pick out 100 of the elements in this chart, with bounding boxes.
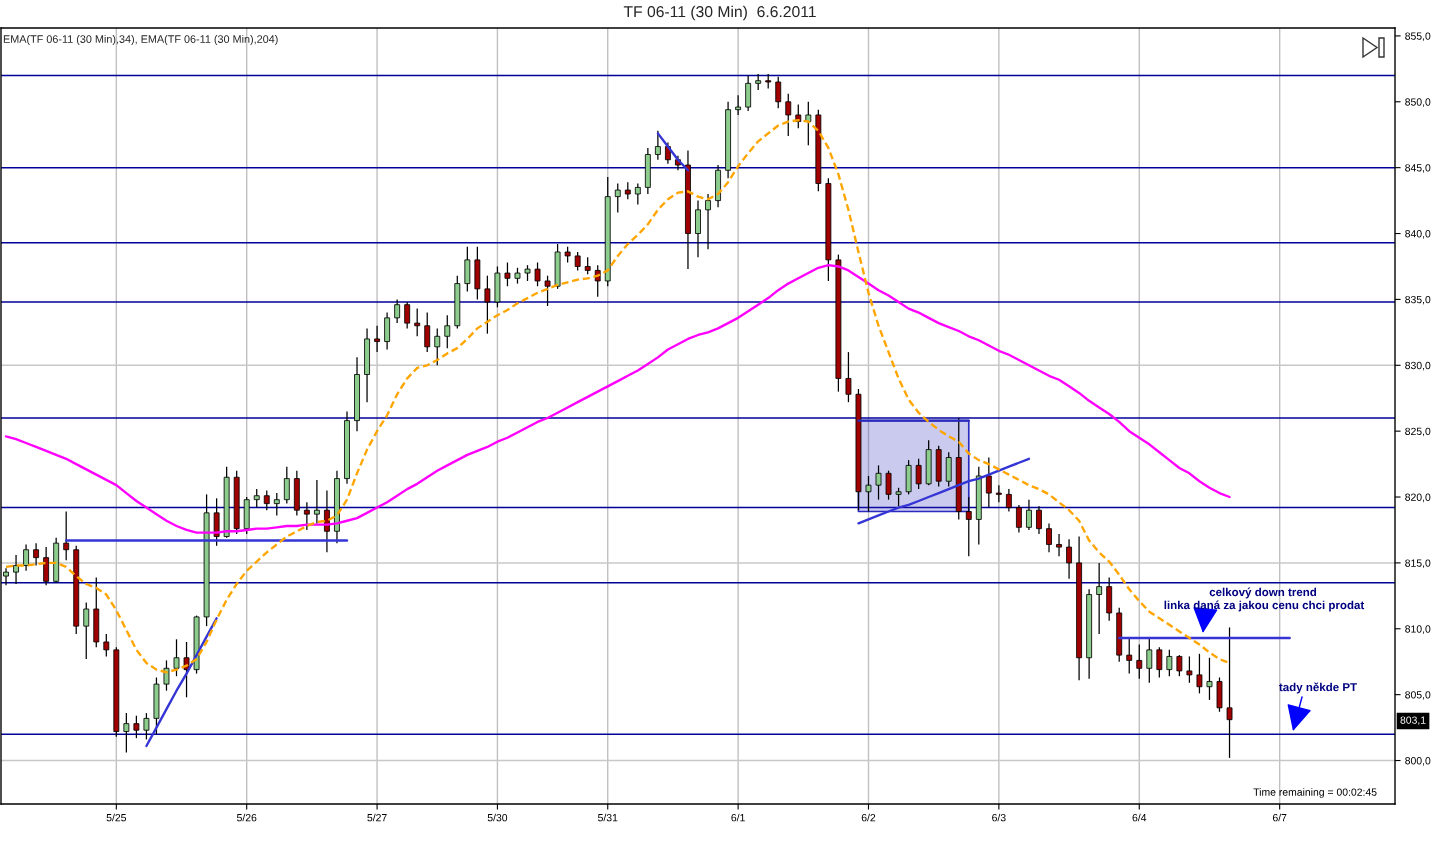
candlestick [1046,522,1052,553]
y-tick-label: 850,0 [1405,98,1431,107]
y-tick-label: 855,0 [1405,32,1431,42]
candlestick [173,638,180,677]
annotation: Time remaining = 00:02:45 [1253,788,1377,798]
candlestick [163,659,170,692]
candlestick [654,130,661,161]
x-tick-label: 5/25 [106,813,127,822]
annotation: tady někde PT [1279,682,1357,694]
candlestick [574,251,581,272]
candlestick [484,275,491,335]
candlestick [394,298,401,324]
candlestick [1156,646,1163,679]
x-tick-label: 6/1 [731,813,745,822]
y-tick-label: 825,0 [1405,427,1431,437]
candlestick [985,456,992,509]
line-series [4,263,1231,534]
candlestick [1126,637,1133,675]
candlestick [23,543,29,572]
candlestick [895,487,902,507]
candlestick [735,94,742,116]
candlestick [915,458,922,490]
x-tick-label: 5/26 [236,813,257,822]
chart-title: TF 06-11 (30 Min) 6.6.2011 [623,5,816,21]
x-tick-label: 6/3 [992,813,1006,822]
candlestick [1176,654,1183,677]
candlestick [1005,488,1012,513]
candlestick [634,182,641,206]
candlestick [1146,637,1153,684]
candlestick [13,554,19,585]
y-tick-label: 810,0 [1405,625,1431,634]
candlestick [273,492,280,517]
candlestick [1196,653,1203,694]
candlestick [63,510,70,561]
x-tick-label: 5/31 [598,813,618,822]
candlestick [775,76,782,109]
candlestick [213,497,220,547]
candlestick [103,633,110,658]
candlestick [885,470,892,501]
candlestick [705,193,711,250]
candlestick [995,484,1002,503]
y-tick-label: 845,0 [1405,164,1431,173]
line-series [857,457,1031,525]
candlestick [504,261,511,287]
candlestick [384,311,391,351]
candlestick [1056,533,1062,557]
candlestick [1096,562,1103,635]
candlestick [745,74,752,112]
candlestick [1226,626,1233,759]
candlestick [43,546,50,586]
candlestick [133,715,140,739]
candlestick [33,542,40,567]
candlestick [785,93,792,137]
candlestick [404,301,411,330]
candlestick [1166,649,1173,677]
candlestick [464,246,471,293]
x-tick-label: 5/27 [367,813,387,822]
candlestick [313,479,320,525]
candlestick [283,466,290,505]
candlestick [865,475,872,513]
candlestick [845,351,852,403]
candlestick [805,101,812,146]
candlestick [1026,499,1032,531]
x-tick-label: 6/4 [1132,813,1147,822]
candlestick [534,261,541,287]
y-tick-label: 830,0 [1405,361,1431,371]
candlestick [1036,505,1042,535]
candlestick [253,488,260,509]
annotation: linka daná za jakou cenu chci prodat [1164,600,1365,612]
x-tick-label: 5/30 [487,813,508,822]
candlestick [544,275,551,307]
y-tick-label: 820,0 [1405,493,1431,503]
candlestick [83,601,90,660]
y-tick-label: 835,0 [1405,295,1431,305]
x-tick-label: 6/7 [1272,813,1287,822]
candlestick [1066,538,1072,580]
candlestick [123,712,130,754]
candlestick [695,199,701,258]
candlestick [303,501,310,531]
x-tick-label: 6/2 [861,813,876,822]
candlestick [374,325,381,353]
candlestick [965,496,972,557]
candlestick [945,451,952,488]
line-series [145,617,218,748]
y-tick-label: 840,0 [1405,230,1431,239]
candlestick [263,489,270,511]
candlestick [434,327,441,366]
candlestick [424,311,431,353]
candlestick [444,314,451,349]
candlestick [1206,657,1213,701]
text: EMA(TF 06-11 (30 Min),34), EMA(TF 06-11 (30 Min),204) [3,34,278,46]
candlestick [143,712,150,741]
y-tick-label: 800,0 [1405,757,1431,766]
text: 803,1 [1400,716,1426,726]
candlestick [875,464,882,501]
annotation: celkový down trend [1209,587,1317,599]
candlestick [614,182,621,214]
candlestick [414,307,421,337]
y-tick-label: 805,0 [1405,691,1431,700]
y-tick-label: 815,0 [1405,559,1431,569]
